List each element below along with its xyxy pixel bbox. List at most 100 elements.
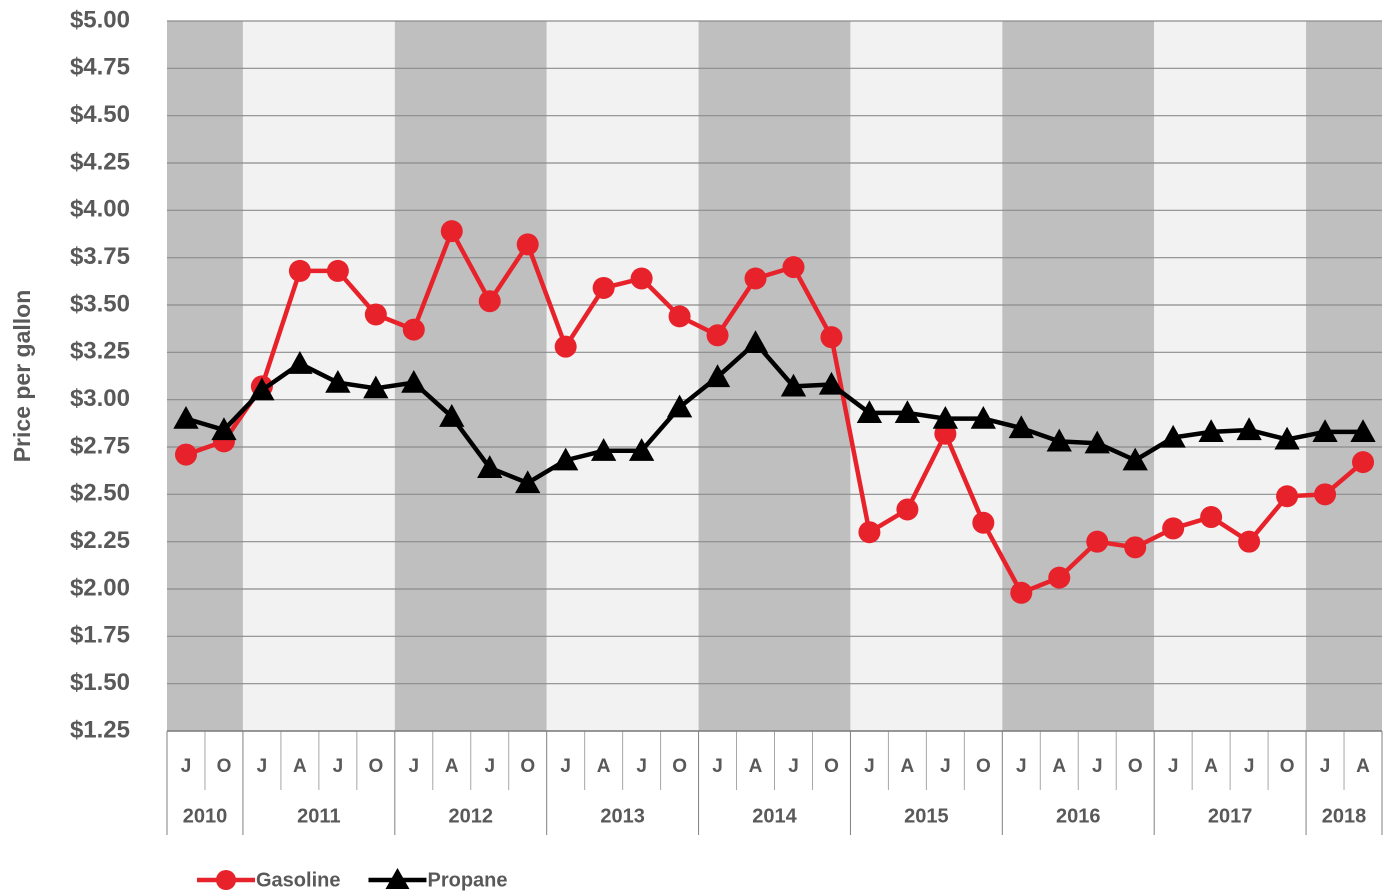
year-band (242, 21, 395, 731)
y-tick-label: $2.00 (70, 574, 130, 601)
point (326, 259, 349, 282)
point (1276, 485, 1299, 508)
point (402, 318, 425, 341)
point (478, 290, 501, 313)
point (1046, 428, 1072, 452)
x-tick-label: A (901, 756, 915, 777)
y-tick-label: $1.75 (70, 622, 130, 649)
legend-marker (216, 870, 236, 890)
point (782, 256, 805, 279)
point (516, 233, 539, 256)
x-tick-label: J (409, 756, 420, 777)
point (477, 455, 503, 478)
x-tick-label: J (560, 756, 571, 777)
point (363, 375, 389, 399)
y-tick-label: $4.75 (70, 54, 130, 81)
point (590, 438, 617, 461)
point (1200, 506, 1223, 529)
point (173, 405, 199, 429)
point (439, 404, 465, 427)
y-tick-label: $4.50 (70, 101, 130, 128)
point (970, 405, 996, 429)
year-band (546, 21, 699, 731)
x-tick-label: J (1016, 756, 1027, 777)
point (1122, 447, 1148, 471)
x-tick-label: A (1052, 756, 1066, 777)
year-band (1306, 21, 1382, 731)
point (401, 369, 427, 393)
y-tick-label: $3.75 (70, 243, 130, 270)
point (1238, 530, 1261, 553)
point (744, 267, 767, 290)
x-tick-label: O (672, 756, 687, 777)
x-tick-label: J (1168, 756, 1179, 777)
x-tick-label: J (1092, 756, 1103, 777)
year-band (1154, 21, 1307, 731)
x-tick-label: O (1128, 756, 1143, 777)
point (515, 470, 541, 494)
x-tick-label: A (445, 756, 459, 777)
x-tick-label: J (257, 756, 268, 777)
point (1236, 417, 1262, 441)
point (1048, 566, 1071, 589)
point (704, 364, 731, 388)
point (858, 521, 881, 544)
point (249, 377, 275, 401)
y-tick-label: $2.75 (70, 432, 130, 459)
year-label: 2016 (1056, 805, 1101, 827)
x-tick-label: J (1320, 756, 1331, 777)
x-tick-label: A (293, 756, 307, 777)
x-tick-label: J (636, 756, 647, 777)
point (364, 303, 387, 326)
y-tick-label: $1.50 (70, 669, 130, 696)
point (972, 511, 995, 534)
point (1010, 581, 1033, 604)
year-band (167, 21, 243, 731)
year-band (394, 21, 547, 731)
y-tick-label: $3.00 (70, 385, 130, 412)
point (820, 326, 843, 349)
point (1274, 426, 1300, 450)
point (706, 324, 729, 347)
year-label: 2013 (600, 805, 645, 827)
point (1350, 419, 1376, 442)
y-tick-label: $3.50 (70, 290, 130, 317)
point (1314, 483, 1337, 506)
x-tick-label: J (181, 756, 192, 777)
point (554, 335, 577, 358)
point (894, 400, 921, 424)
point (1008, 415, 1034, 439)
x-tick-label: O (368, 756, 383, 777)
year-label: 2010 (183, 805, 228, 827)
x-tick-label: A (597, 756, 611, 777)
point (896, 498, 919, 521)
legend-label: Gasoline (256, 869, 340, 891)
y-tick-label: $3.25 (70, 338, 130, 365)
point (174, 443, 197, 466)
year-band (850, 21, 1003, 731)
point (1160, 424, 1186, 448)
y-tick-label: $2.25 (70, 527, 130, 554)
point (668, 305, 691, 328)
y-tick-label: $1.25 (70, 716, 130, 743)
point (1084, 430, 1110, 454)
year-label: 2018 (1322, 805, 1367, 827)
point (287, 351, 313, 374)
year-label: 2017 (1208, 805, 1253, 827)
year-label: 2011 (297, 805, 340, 827)
point (932, 405, 959, 429)
year-label: 2014 (752, 805, 797, 827)
x-tick-label: O (976, 756, 991, 777)
x-tick-label: J (788, 756, 799, 777)
point (1198, 419, 1224, 442)
point (666, 394, 693, 418)
point (553, 447, 579, 471)
x-tick-label: J (712, 756, 723, 777)
point (592, 276, 615, 299)
year-band (1002, 21, 1155, 731)
point (1162, 517, 1185, 540)
x-tick-label: A (749, 756, 763, 777)
year-label: 2015 (904, 805, 949, 827)
x-tick-label: J (940, 756, 951, 777)
